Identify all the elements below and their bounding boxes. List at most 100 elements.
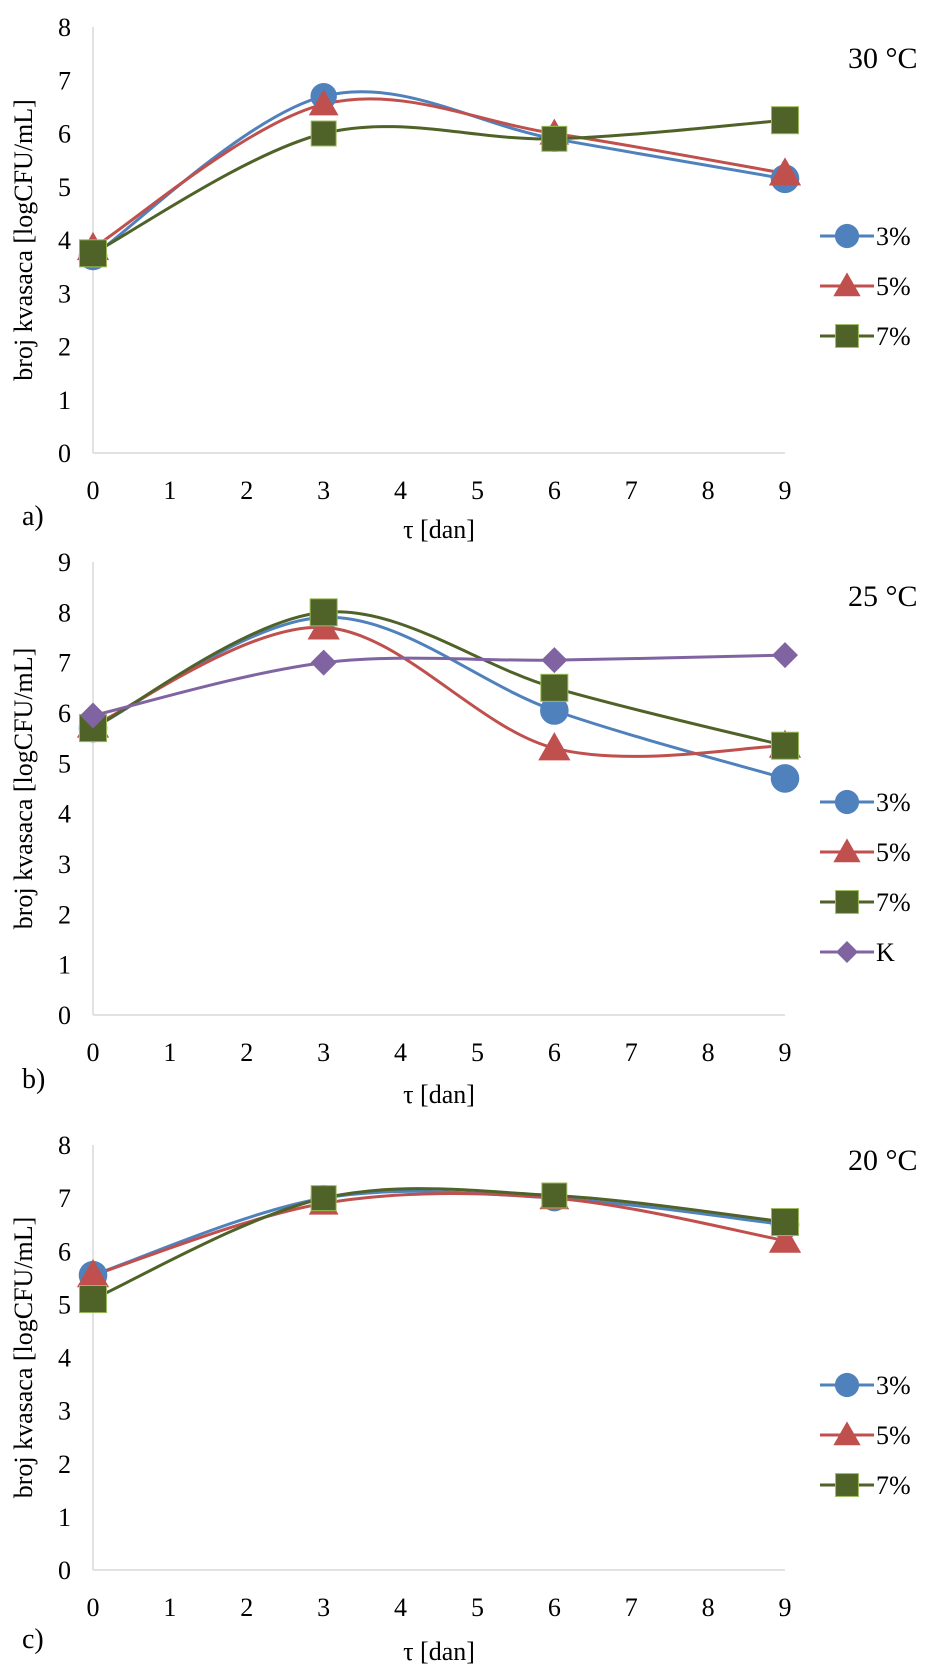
y-tick-label: 4: [58, 1344, 71, 1373]
x-tick-label: 0: [87, 1038, 100, 1067]
legend-marker: [835, 890, 859, 914]
x-tick-label: 3: [317, 476, 330, 505]
temperature-annotation: 25 °C: [848, 580, 918, 613]
x-tick-label: 9: [779, 1593, 792, 1622]
data-point-7%: [770, 731, 800, 760]
data-point-K: [310, 649, 337, 676]
temperature-annotation: 30 °C: [848, 42, 918, 75]
x-tick-label: 4: [394, 476, 407, 505]
y-tick-label: 8: [58, 13, 71, 42]
y-tick-label: 2: [58, 900, 71, 929]
y-tick-label: 1: [58, 386, 71, 415]
y-tick-label: 6: [58, 120, 71, 149]
legend-label: K: [876, 938, 895, 967]
y-tick-label: 5: [58, 173, 71, 202]
x-tick-label: 8: [702, 1593, 715, 1622]
y-tick-label: 1: [58, 951, 71, 980]
legend-marker: [833, 838, 861, 863]
x-tick-label: 4: [394, 1038, 407, 1067]
legend-entry-7%: 7%: [820, 888, 911, 917]
y-tick-label: 0: [58, 439, 71, 468]
y-tick-label: 5: [58, 749, 71, 778]
series-line-5%: [92, 625, 786, 758]
data-point-K: [772, 642, 798, 669]
data-point-7%: [540, 673, 569, 702]
x-tick-label: 4: [394, 1593, 407, 1622]
x-tick-label: 2: [240, 476, 253, 505]
data-point-7%: [309, 598, 338, 627]
y-tick-label: 7: [58, 66, 71, 95]
y-tick-label: 3: [58, 279, 71, 308]
x-tick-label: 8: [702, 476, 715, 505]
data-point-7%: [310, 1185, 337, 1212]
data-point-5%: [768, 1224, 802, 1253]
temperature-annotation: 20 °C: [848, 1144, 918, 1177]
x-tick-label: 6: [548, 1593, 561, 1622]
data-point-7%: [78, 1285, 108, 1314]
chart-panel-3: 0 1 2 3 4 5 6 7 8 0 1 2 3 4 5 6 7 8 9 τ [dan] broj kvasaca […: [9, 1131, 918, 1665]
x-tick-label: 5: [471, 1593, 484, 1622]
y-tick-label: 5: [58, 1290, 71, 1319]
y-tick-label: 7: [58, 649, 71, 678]
x-tick-label: 5: [471, 476, 484, 505]
y-tick-label: 9: [58, 548, 71, 577]
y-tick-label: 8: [58, 1131, 71, 1160]
legend-entry-7%: 7%: [820, 1471, 911, 1500]
x-tick-label: 2: [240, 1038, 253, 1067]
series-line-7%: [92, 118, 786, 255]
series-line-5%: [92, 1192, 786, 1277]
y-tick-label: 0: [58, 1001, 71, 1030]
x-tick-label: 5: [471, 1038, 484, 1067]
legend-entry-5%: 5%: [820, 1421, 911, 1450]
legend-label: 7%: [876, 322, 911, 351]
y-tick-label: 4: [58, 800, 71, 829]
data-point-7%: [541, 1182, 568, 1209]
y-tick-label: 0: [58, 1556, 71, 1585]
x-tick-label: 9: [779, 476, 792, 505]
x-axis-label: τ [dan]: [403, 1080, 475, 1109]
y-axis-label: broj kvasaca [logCFU/mL]: [9, 1217, 38, 1499]
data-point-7%: [770, 1208, 800, 1237]
data-point-7%: [770, 106, 800, 135]
legend-entry-5%: 5%: [820, 272, 911, 301]
series-line-5%: [92, 97, 786, 250]
legend-entry-3%: 3%: [820, 222, 911, 251]
data-point-3%: [770, 764, 800, 793]
series-line-K: [92, 653, 786, 717]
panel-label: c): [22, 1624, 44, 1655]
x-tick-label: 7: [625, 1038, 638, 1067]
data-point-K: [541, 647, 568, 674]
legend-label: 5%: [876, 1421, 911, 1450]
legend-marker: [833, 1421, 861, 1446]
panel-label: a): [22, 501, 44, 532]
y-tick-label: 3: [58, 850, 71, 879]
legend-label: 3%: [876, 222, 911, 251]
data-point-7%: [541, 125, 568, 152]
y-tick-label: 7: [58, 1184, 71, 1213]
legend-marker: [835, 1473, 859, 1497]
chart-panel-2: 0 1 2 3 4 5 6 7 8 9 0 1 2 3 4 5 6 7 8 9 τ [dan] broj kvasaca …: [9, 548, 918, 1109]
x-tick-label: 7: [625, 1593, 638, 1622]
legend-marker: [835, 324, 859, 348]
data-point-5%: [538, 732, 571, 761]
legend-entry-K: K: [820, 938, 895, 967]
legend-entry-3%: 3%: [820, 1371, 911, 1400]
x-axis-label: τ [dan]: [403, 515, 475, 544]
y-tick-label: 6: [58, 1237, 71, 1266]
series-line-3%: [92, 1189, 786, 1277]
y-tick-label: 8: [58, 598, 71, 627]
x-tick-label: 8: [702, 1038, 715, 1067]
legend-entry-7%: 7%: [820, 322, 911, 351]
legend-label: 5%: [876, 272, 911, 301]
data-point-5%: [76, 1259, 110, 1288]
data-point-7%: [78, 239, 108, 268]
x-tick-label: 0: [87, 476, 100, 505]
legend-label: 3%: [876, 1371, 911, 1400]
y-axis-label: broj kvasaca [logCFU/mL]: [9, 648, 38, 930]
data-point-3%: [540, 696, 569, 725]
data-point-7%: [310, 120, 337, 147]
y-tick-label: 4: [58, 226, 71, 255]
legend-entry-5%: 5%: [820, 838, 911, 867]
x-tick-label: 1: [163, 476, 176, 505]
